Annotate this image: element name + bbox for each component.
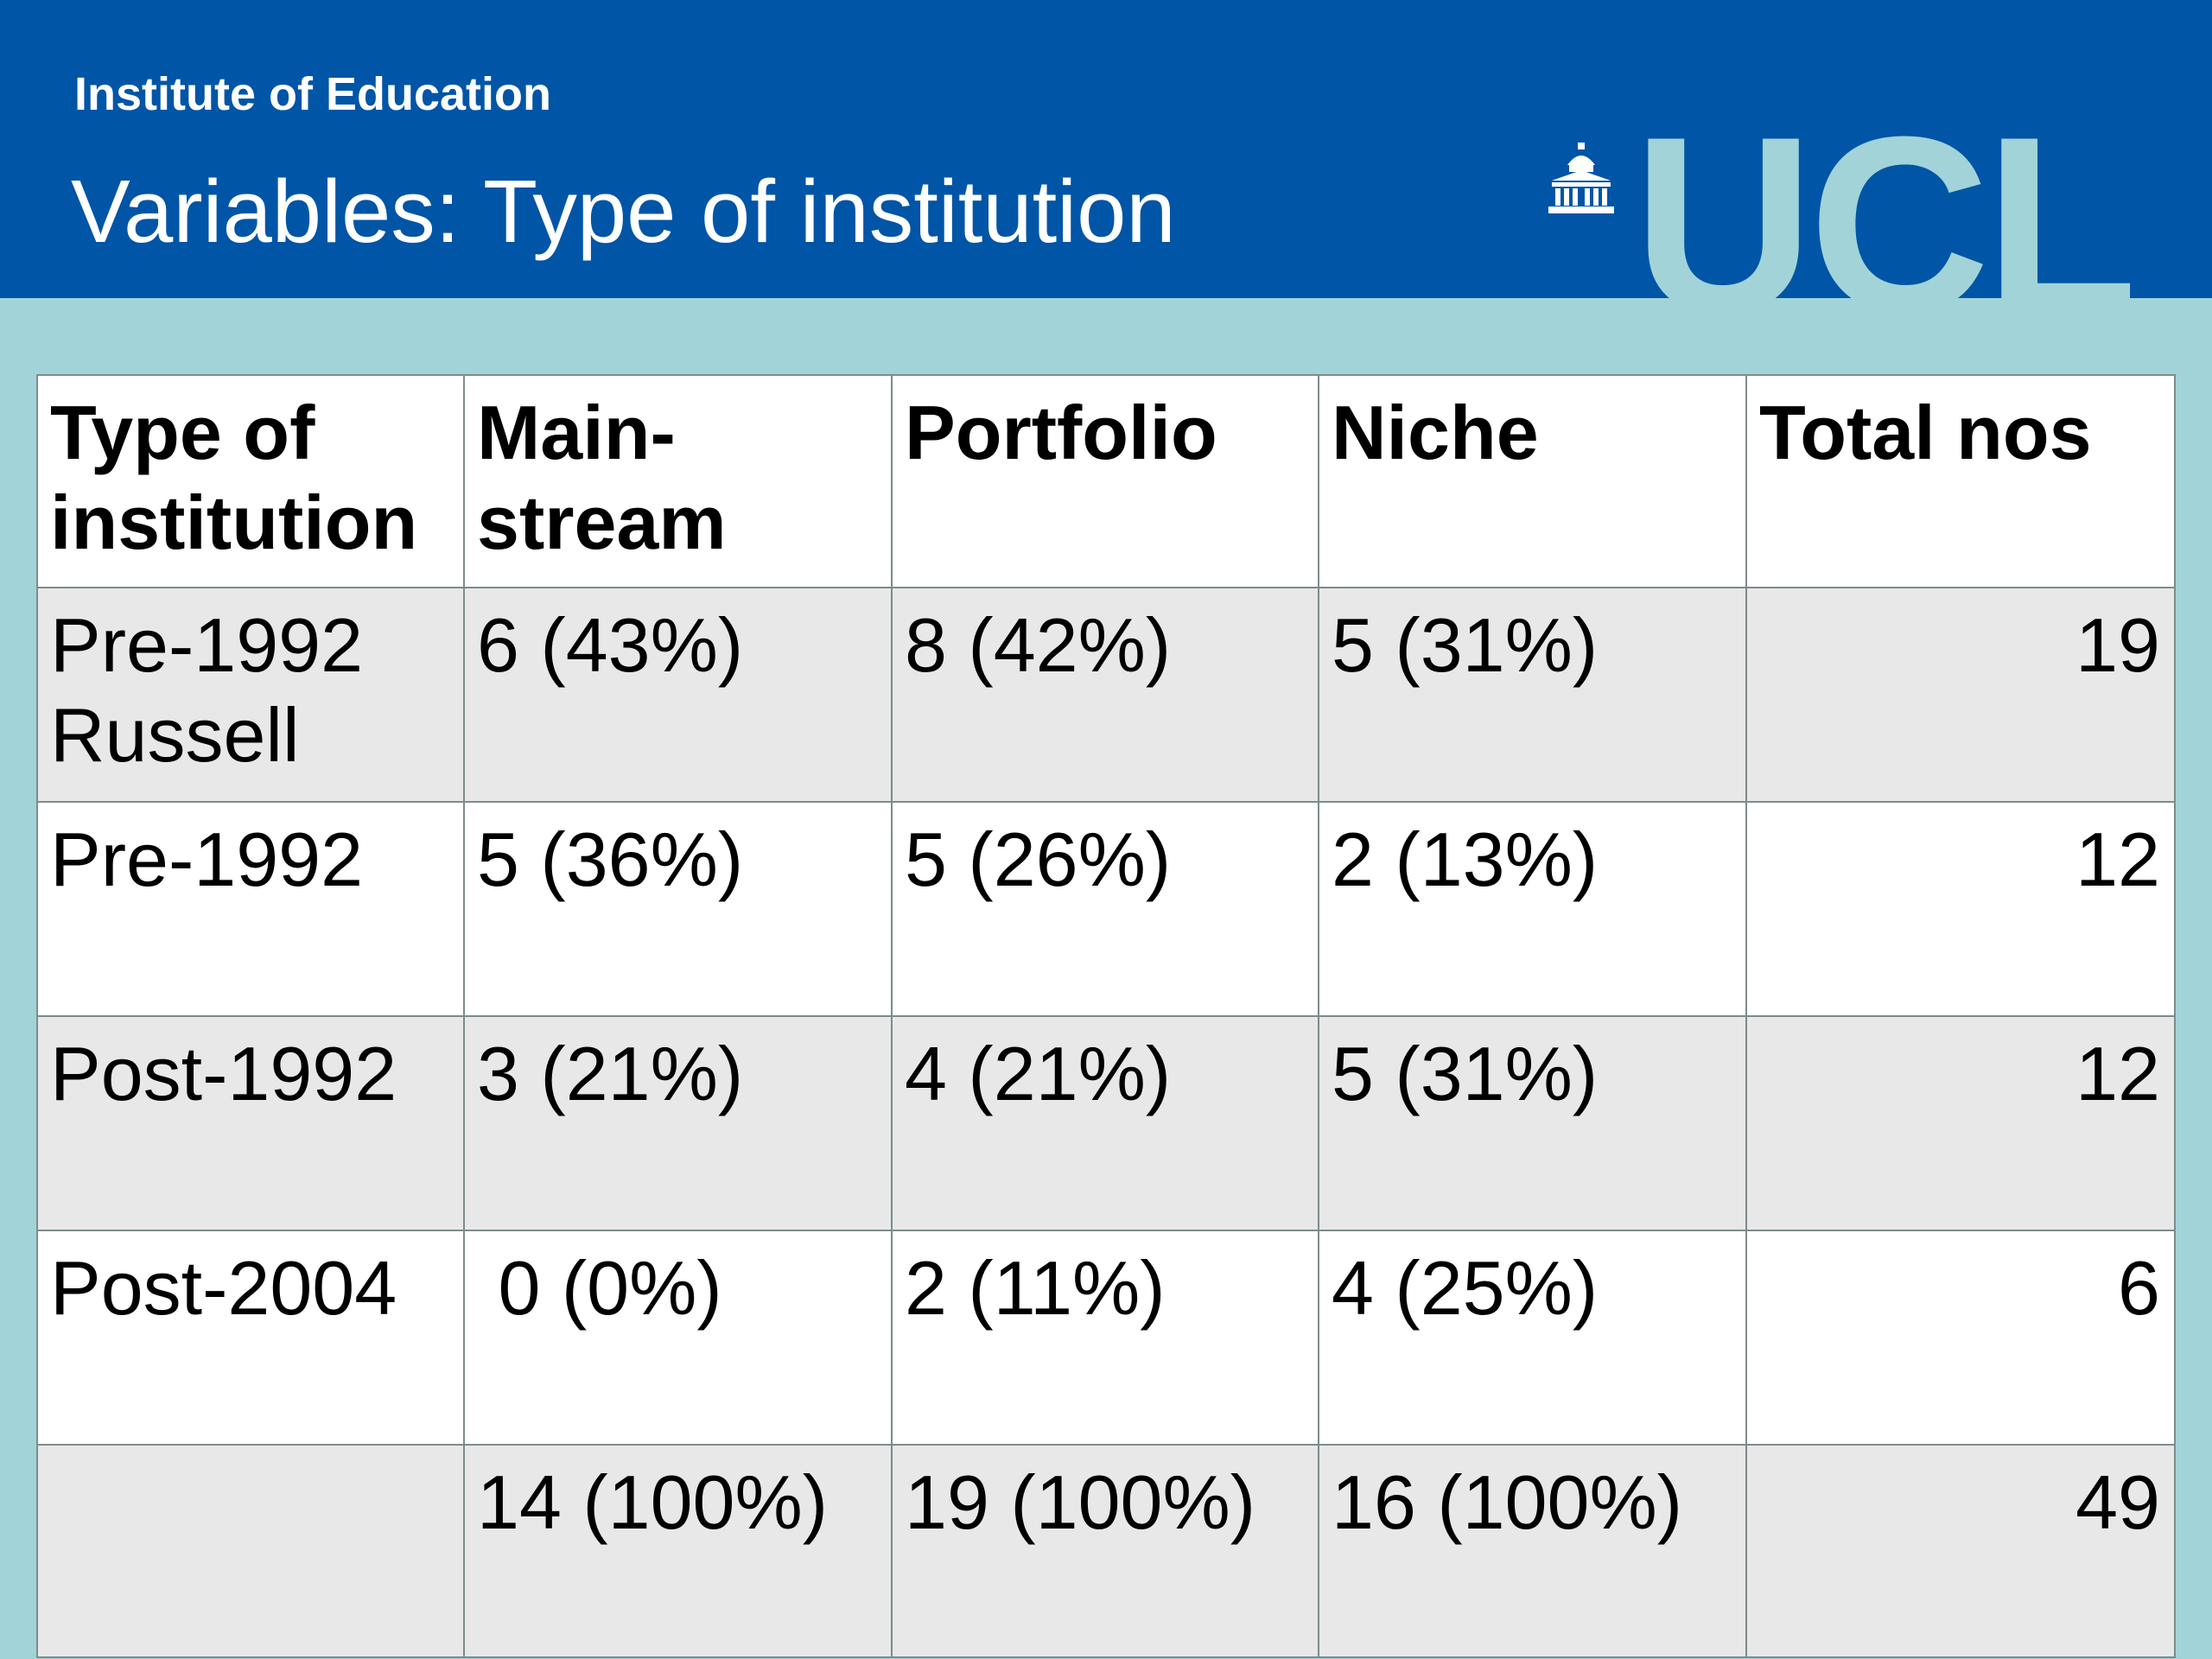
cell-total: 49 — [1745, 1444, 2176, 1658]
cell-niche: 4 (25%) — [1318, 1230, 1747, 1446]
portico-building-icon — [1548, 143, 1614, 213]
cell-institution-type: Pre-1992 — [36, 801, 465, 1017]
table-header-row: Type of institution Main-stream Portfoli… — [36, 374, 2176, 588]
cell-portfolio: 8 (42%) — [891, 587, 1319, 803]
ucl-logo: UCL — [1547, 99, 2152, 298]
header-niche: Niche — [1318, 374, 1747, 588]
cell-portfolio: 19 (100%) — [891, 1444, 1319, 1658]
cell-total: 19 — [1745, 587, 2176, 803]
header-banner: Institute of Education Variables: Type o… — [0, 0, 2212, 298]
cell-mainstream: 14 (100%) — [463, 1444, 893, 1658]
cell-niche: 5 (31%) — [1318, 587, 1747, 803]
cell-mainstream: 0 (0%) — [463, 1230, 893, 1446]
header-type-of-institution: Type of institution — [36, 374, 465, 588]
cell-institution-type: Post-1992 — [36, 1015, 465, 1231]
cell-mainstream: 6 (43%) — [463, 587, 893, 803]
cell-portfolio: 2 (11%) — [891, 1230, 1319, 1446]
ucl-logo-text: UCL — [1633, 85, 2138, 298]
institution-type-table: Type of institution Main-stream Portfoli… — [36, 374, 2176, 1658]
table-row: Post-2004 0 (0%) 2 (11%) 4 (25%) 6 — [36, 1230, 2176, 1446]
table-row: Pre-1992 5 (36%) 5 (26%) 2 (13%) 12 — [36, 801, 2176, 1017]
cell-niche: 16 (100%) — [1318, 1444, 1747, 1658]
cell-portfolio: 4 (21%) — [891, 1015, 1319, 1231]
header-mainstream: Main-stream — [463, 374, 893, 588]
cell-institution-type: Post-2004 — [36, 1230, 465, 1446]
slide-title: Variables: Type of institution — [71, 162, 1176, 261]
cell-mainstream: 3 (21%) — [463, 1015, 893, 1231]
header-portfolio: Portfolio — [891, 374, 1319, 588]
cell-portfolio: 5 (26%) — [891, 801, 1319, 1017]
table-row: Post-1992 3 (21%) 4 (21%) 5 (31%) 12 — [36, 1015, 2176, 1231]
cell-niche: 2 (13%) — [1318, 801, 1747, 1017]
table-row-totals: 14 (100%) 19 (100%) 16 (100%) 49 — [36, 1444, 2176, 1658]
cell-total: 12 — [1745, 801, 2176, 1017]
cell-total: 6 — [1745, 1230, 2176, 1446]
cell-institution-type: Pre-1992 Russell — [36, 587, 465, 803]
table-row: Pre-1992 Russell 6 (43%) 8 (42%) 5 (31%)… — [36, 587, 2176, 803]
cell-institution-type — [36, 1444, 465, 1658]
cell-niche: 5 (31%) — [1318, 1015, 1747, 1231]
cell-mainstream: 5 (36%) — [463, 801, 893, 1017]
institute-name: Institute of Education — [74, 68, 551, 120]
header-total-nos: Total nos — [1745, 374, 2176, 588]
cell-total: 12 — [1745, 1015, 2176, 1231]
